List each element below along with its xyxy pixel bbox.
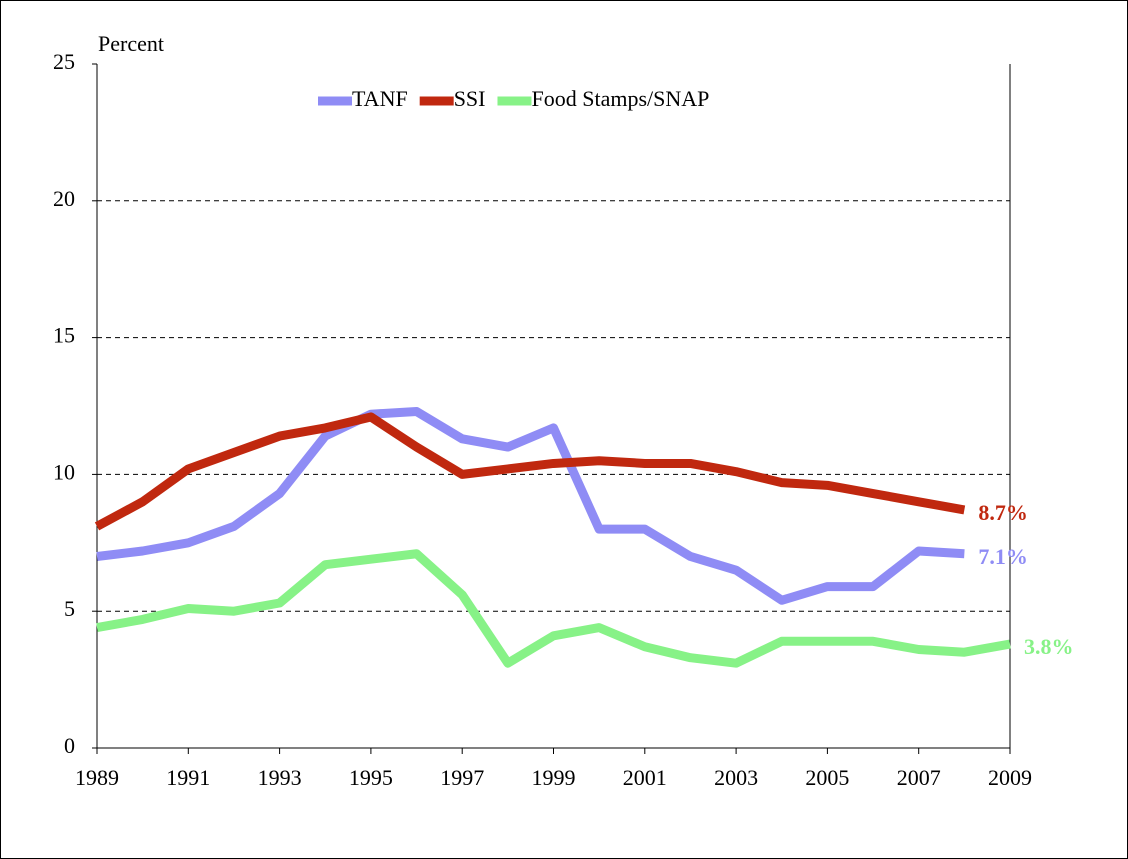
series-line: [96, 549, 1011, 668]
x-tick-label: 1999: [532, 765, 576, 790]
y-tick-label: 5: [64, 596, 75, 621]
legend-label: TANF: [352, 86, 408, 111]
x-tick-label: 1997: [440, 765, 484, 790]
x-tick-label: 2003: [714, 765, 758, 790]
y-tick-label: 25: [53, 49, 75, 74]
x-tick-label: 1995: [349, 765, 393, 790]
legend-label: Food Stamps/SNAP: [531, 86, 709, 111]
y-axis-label: Percent: [98, 31, 164, 56]
x-tick-label: 2007: [897, 765, 941, 790]
x-tick-label: 2005: [805, 765, 849, 790]
legend-label: SSI: [454, 86, 486, 111]
y-tick-label: 10: [53, 459, 75, 484]
value-label: 7.1%: [978, 544, 1028, 569]
series-line: [94, 412, 966, 531]
x-tick-label: 1991: [166, 765, 210, 790]
y-tick-label: 0: [64, 733, 75, 758]
series-line: [96, 406, 965, 605]
y-tick-label: 15: [53, 323, 75, 348]
x-tick-label: 1993: [258, 765, 302, 790]
value-label: 3.8%: [1024, 634, 1074, 659]
x-tick-label: 2001: [623, 765, 667, 790]
value-label: 8.7%: [978, 500, 1028, 525]
y-tick-label: 20: [53, 186, 75, 211]
x-tick-label: 2009: [988, 765, 1032, 790]
x-tick-label: 1989: [75, 765, 119, 790]
